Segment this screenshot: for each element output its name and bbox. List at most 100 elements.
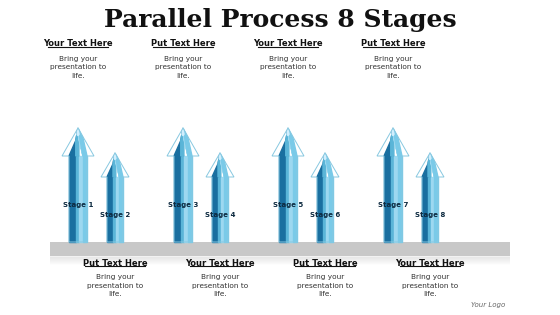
Text: Bring your
presentation to
life.: Bring your presentation to life. bbox=[402, 274, 458, 297]
Bar bbox=[50, 260, 510, 261]
Text: Parallel Process 8 Stages: Parallel Process 8 Stages bbox=[104, 8, 456, 32]
Text: Your Logo: Your Logo bbox=[471, 302, 505, 308]
Polygon shape bbox=[429, 153, 431, 160]
Polygon shape bbox=[183, 128, 188, 156]
Polygon shape bbox=[212, 177, 218, 242]
Polygon shape bbox=[286, 156, 289, 242]
Text: Bring your
presentation to
life.: Bring your presentation to life. bbox=[192, 274, 248, 297]
Polygon shape bbox=[317, 153, 325, 177]
Polygon shape bbox=[286, 128, 289, 156]
Polygon shape bbox=[78, 128, 83, 156]
Polygon shape bbox=[293, 156, 297, 242]
Polygon shape bbox=[428, 153, 431, 177]
Polygon shape bbox=[115, 153, 119, 177]
Polygon shape bbox=[324, 153, 326, 160]
Text: Bring your
presentation to
life.: Bring your presentation to life. bbox=[155, 55, 211, 78]
Polygon shape bbox=[279, 128, 288, 156]
Polygon shape bbox=[225, 177, 228, 242]
Polygon shape bbox=[77, 128, 79, 136]
Polygon shape bbox=[422, 177, 428, 242]
Bar bbox=[50, 256, 510, 257]
Polygon shape bbox=[107, 177, 113, 242]
Text: Your Text Here: Your Text Here bbox=[185, 259, 255, 267]
Text: Put Text Here: Put Text Here bbox=[361, 39, 425, 49]
Polygon shape bbox=[183, 128, 192, 156]
Polygon shape bbox=[220, 153, 225, 177]
Polygon shape bbox=[329, 177, 333, 242]
Text: Stage 2: Stage 2 bbox=[100, 213, 130, 219]
Text: Put Text Here: Put Text Here bbox=[83, 259, 147, 267]
Polygon shape bbox=[422, 153, 430, 177]
Polygon shape bbox=[428, 177, 431, 242]
Polygon shape bbox=[431, 177, 435, 242]
Polygon shape bbox=[107, 153, 115, 177]
Polygon shape bbox=[219, 153, 221, 160]
Polygon shape bbox=[435, 177, 438, 242]
Polygon shape bbox=[317, 177, 323, 242]
Polygon shape bbox=[288, 128, 297, 156]
Bar bbox=[50, 258, 510, 260]
Text: Bring your
presentation to
life.: Bring your presentation to life. bbox=[260, 55, 316, 78]
Polygon shape bbox=[113, 177, 116, 242]
Text: Stage 8: Stage 8 bbox=[415, 213, 445, 219]
Polygon shape bbox=[287, 128, 289, 136]
Bar bbox=[50, 242, 510, 256]
Polygon shape bbox=[119, 177, 123, 242]
Polygon shape bbox=[391, 128, 394, 156]
Text: Your Text Here: Your Text Here bbox=[43, 39, 113, 49]
Bar bbox=[50, 257, 510, 259]
Polygon shape bbox=[430, 153, 438, 177]
Text: Stage 6: Stage 6 bbox=[310, 213, 340, 219]
Polygon shape bbox=[326, 177, 329, 242]
Polygon shape bbox=[212, 153, 220, 177]
Polygon shape bbox=[289, 156, 293, 242]
Text: Bring your
presentation to
life.: Bring your presentation to life. bbox=[50, 55, 106, 78]
Polygon shape bbox=[113, 153, 116, 177]
Polygon shape bbox=[78, 128, 87, 156]
Polygon shape bbox=[83, 156, 87, 242]
Polygon shape bbox=[220, 153, 228, 177]
Bar bbox=[50, 262, 510, 264]
Polygon shape bbox=[115, 153, 123, 177]
Polygon shape bbox=[325, 153, 329, 177]
Text: Bring your
presentation to
life.: Bring your presentation to life. bbox=[87, 274, 143, 297]
Polygon shape bbox=[116, 177, 119, 242]
Polygon shape bbox=[391, 156, 394, 242]
Polygon shape bbox=[79, 156, 83, 242]
Bar bbox=[50, 261, 510, 262]
Polygon shape bbox=[398, 156, 402, 242]
Text: Stage 4: Stage 4 bbox=[205, 213, 235, 219]
Bar bbox=[50, 263, 510, 265]
Text: Put Text Here: Put Text Here bbox=[151, 39, 215, 49]
Polygon shape bbox=[174, 128, 183, 156]
Polygon shape bbox=[384, 156, 391, 242]
Bar bbox=[50, 259, 510, 261]
Polygon shape bbox=[393, 128, 398, 156]
Polygon shape bbox=[218, 177, 221, 242]
Polygon shape bbox=[69, 128, 78, 156]
Text: Stage 7: Stage 7 bbox=[378, 202, 408, 208]
Polygon shape bbox=[323, 153, 326, 177]
Polygon shape bbox=[279, 156, 286, 242]
Polygon shape bbox=[76, 156, 79, 242]
Text: Your Text Here: Your Text Here bbox=[253, 39, 323, 49]
Polygon shape bbox=[174, 156, 181, 242]
Text: Your Text Here: Your Text Here bbox=[395, 259, 465, 267]
Text: Bring your
presentation to
life.: Bring your presentation to life. bbox=[365, 55, 421, 78]
Polygon shape bbox=[384, 128, 393, 156]
Polygon shape bbox=[288, 128, 293, 156]
Polygon shape bbox=[221, 177, 225, 242]
Polygon shape bbox=[394, 156, 398, 242]
Polygon shape bbox=[184, 156, 188, 242]
Polygon shape bbox=[218, 153, 221, 177]
Text: Bring your
presentation to
life.: Bring your presentation to life. bbox=[297, 274, 353, 297]
Polygon shape bbox=[188, 156, 192, 242]
Text: Stage 1: Stage 1 bbox=[63, 202, 93, 208]
Polygon shape bbox=[323, 177, 326, 242]
Polygon shape bbox=[76, 128, 79, 156]
Polygon shape bbox=[114, 153, 116, 160]
Polygon shape bbox=[181, 156, 184, 242]
Polygon shape bbox=[69, 156, 76, 242]
Text: Stage 5: Stage 5 bbox=[273, 202, 303, 208]
Polygon shape bbox=[181, 128, 184, 156]
